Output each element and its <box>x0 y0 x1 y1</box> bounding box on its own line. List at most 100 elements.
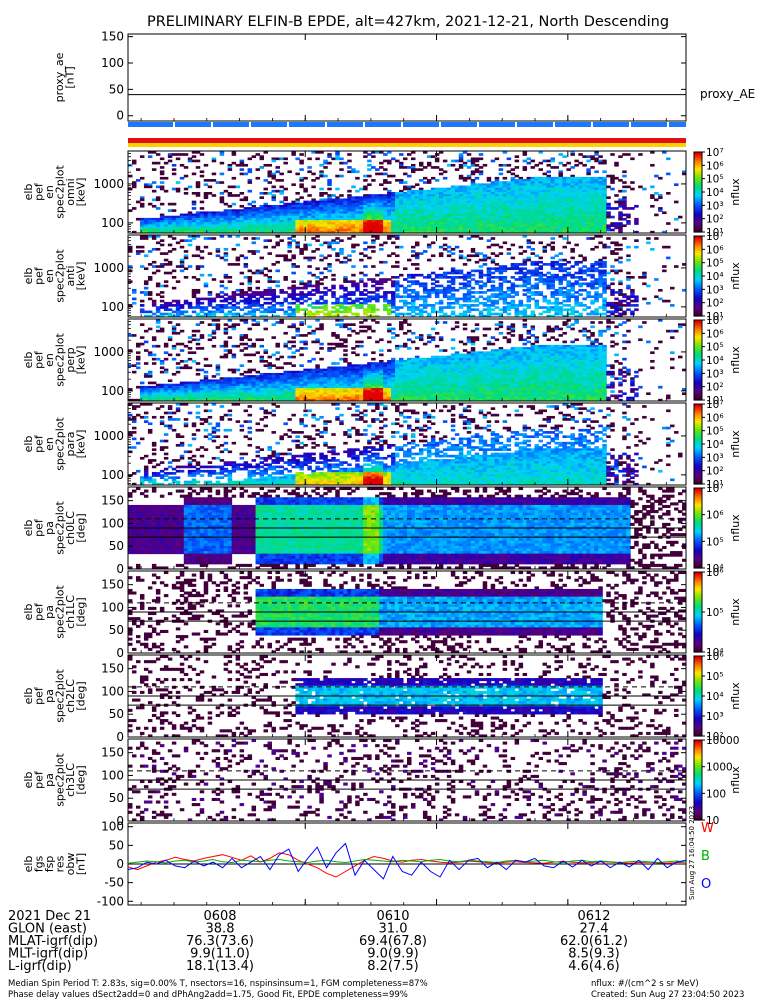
heatmap-cell <box>570 293 575 296</box>
heatmap-cell <box>510 209 516 212</box>
heatmap-cell <box>518 230 524 234</box>
heatmap-cell <box>128 209 133 212</box>
heatmap-cell <box>267 228 272 232</box>
heatmap-cell <box>590 301 595 305</box>
heatmap-cell <box>490 211 496 215</box>
heatmap-cell <box>474 297 480 301</box>
heatmap-cell <box>375 220 380 223</box>
heatmap-cell <box>199 306 205 309</box>
heatmap-cell <box>175 181 181 184</box>
heatmap-cell <box>335 174 340 178</box>
heatmap-cell <box>426 179 432 182</box>
heatmap-cell <box>299 204 304 208</box>
heatmap-cell <box>542 181 547 184</box>
heatmap-cell <box>662 299 667 303</box>
heatmap-cell <box>159 390 165 393</box>
heatmap-cell <box>139 220 145 223</box>
heatmap-cell <box>315 157 320 161</box>
heatmap-cell <box>179 306 185 309</box>
heatmap-cell <box>163 228 169 232</box>
heatmap-cell <box>526 204 532 208</box>
heatmap-cell <box>570 247 575 251</box>
heatmap-cell <box>550 260 555 264</box>
heatmap-cell <box>175 220 181 223</box>
heatmap-cell <box>566 202 571 206</box>
heatmap-cell <box>610 288 615 292</box>
heatmap-cell <box>383 209 388 212</box>
heatmap-cell <box>243 209 249 212</box>
heatmap-cell <box>482 183 488 187</box>
heatmap-cell <box>602 220 607 223</box>
heatmap-cell <box>642 282 647 286</box>
heatmap-cell <box>135 357 141 361</box>
heatmap-cell <box>474 168 480 171</box>
heatmap-cell <box>183 383 189 387</box>
heatmap-cell <box>151 260 157 264</box>
heatmap-cell <box>171 202 177 206</box>
heatmap-cell <box>243 291 249 294</box>
heatmap-cell <box>179 360 185 363</box>
heatmap-cell <box>211 379 217 383</box>
heatmap-cell <box>379 166 384 169</box>
heatmap-cell <box>578 192 583 195</box>
heatmap-cell <box>562 269 567 273</box>
heatmap-cell <box>546 224 551 228</box>
heatmap-cell <box>582 202 587 206</box>
heatmap-cell <box>438 194 444 197</box>
heatmap-cell <box>454 217 460 221</box>
heatmap-cell <box>159 312 165 316</box>
heatmap-cell <box>379 196 384 199</box>
heatmap-cell <box>574 271 579 275</box>
heatmap-cell <box>550 291 555 294</box>
heatmap-cell <box>187 157 193 161</box>
heatmap-cell <box>167 353 173 357</box>
heatmap-cell <box>387 224 392 228</box>
heatmap-cell <box>247 276 253 279</box>
heatmap-cell <box>422 215 428 219</box>
heatmap-cell <box>167 215 173 219</box>
heatmap-cell <box>610 222 615 225</box>
heatmap-cell <box>522 228 528 232</box>
heatmap-cell <box>187 228 193 232</box>
heatmap-cell <box>327 209 332 212</box>
heatmap-cell <box>367 228 372 232</box>
heatmap-cell <box>151 299 157 303</box>
heatmap-cell <box>175 383 181 387</box>
heatmap-cell <box>586 291 591 294</box>
heatmap-cell <box>199 200 205 204</box>
heatmap-cell <box>195 159 201 163</box>
heatmap-cell <box>343 301 348 305</box>
heatmap-cell <box>502 267 508 271</box>
heatmap-cell <box>323 314 328 318</box>
heatmap-cell <box>303 286 308 290</box>
heatmap-cell <box>251 299 257 303</box>
heatmap-cell <box>271 217 276 221</box>
heatmap-cell <box>383 187 388 191</box>
heatmap-cell <box>363 254 368 258</box>
heatmap-cell <box>135 366 141 370</box>
heatmap-cell <box>235 256 241 260</box>
heatmap-cell <box>343 207 348 210</box>
heatmap-cell <box>618 293 623 296</box>
heatmap-cell <box>223 222 229 225</box>
heatmap-cell <box>542 222 547 225</box>
heatmap-cell <box>179 217 185 221</box>
heatmap-cell <box>630 299 635 303</box>
heatmap-cell <box>630 295 635 299</box>
heatmap-cell <box>327 194 332 197</box>
heatmap-cell <box>622 202 627 206</box>
heatmap-cell <box>454 192 460 195</box>
heatmap-cell <box>522 202 528 206</box>
heatmap-cell <box>183 360 189 363</box>
heatmap-cell <box>231 211 237 215</box>
heatmap-cell <box>203 377 209 380</box>
heatmap-cell <box>387 204 392 208</box>
heatmap-cell <box>315 247 320 251</box>
heatmap-cell <box>159 228 165 232</box>
heatmap-cell <box>227 166 233 169</box>
heatmap-cell <box>287 314 292 318</box>
heatmap-cell <box>458 159 464 163</box>
heatmap-cell <box>339 260 344 264</box>
heatmap-cell <box>279 189 284 193</box>
heatmap-cell <box>410 222 416 225</box>
